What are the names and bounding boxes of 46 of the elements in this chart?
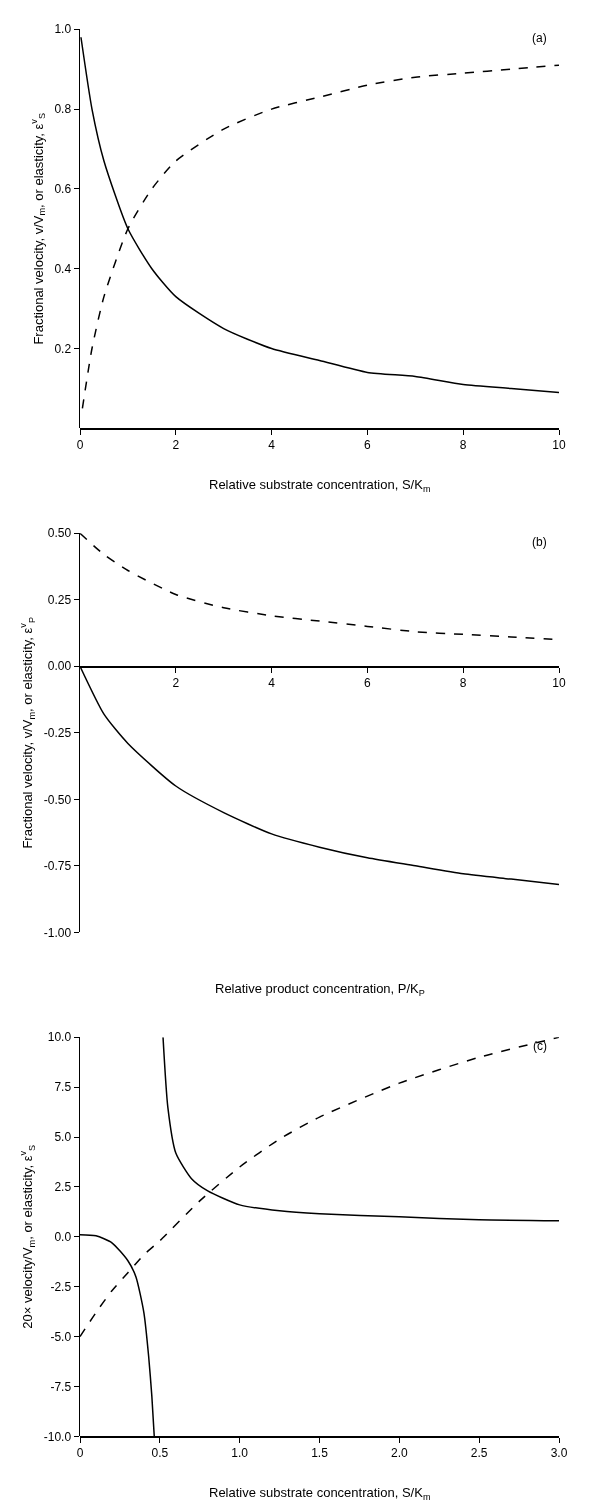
x-tick-label: 2.0 [390, 1446, 408, 1461]
y-tick-label: 0.25 [47, 592, 72, 607]
x-tick-label: 6 [364, 676, 372, 691]
x-tick-label: 2 [172, 438, 180, 453]
x-tick-label: 6 [364, 438, 372, 453]
annotation: (b) [532, 535, 547, 549]
x-tick-label: 1.5 [311, 1446, 329, 1461]
y-tick-label: -7.5 [50, 1379, 72, 1394]
x-axis-title: Relative product concentration, P/K$_{P}$ [215, 981, 425, 998]
x-tick-label: 8 [459, 438, 467, 453]
x-tick-label: 10 [552, 438, 566, 453]
y-tick-label: 5.0 [54, 1130, 72, 1145]
y-tick-label: 0.0 [54, 1230, 72, 1244]
y-tick-label: -0.75 [43, 859, 72, 874]
y-tick-label: 0.50 [47, 526, 72, 541]
y-tick-label: -0.50 [43, 792, 72, 807]
y-tick-label: 0.2 [54, 341, 72, 356]
x-tick-label: 2 [172, 676, 180, 691]
x-tick-label: 2.5 [470, 1446, 488, 1461]
x-axis-title: Relative substrate concentration, S/K$_{m}$ [209, 1485, 431, 1502]
y-tick-label: 0.4 [54, 261, 72, 276]
y-tick-label: 7.5 [54, 1080, 72, 1095]
x-tick-label: 1.0 [231, 1446, 249, 1461]
y-tick-label: 1.0 [54, 22, 72, 37]
annotation: (c) [533, 1039, 547, 1053]
y-tick-label: 0.6 [54, 182, 72, 197]
y-tick-label: 2.5 [54, 1180, 72, 1195]
annotation: (a) [532, 31, 547, 45]
x-tick-label: 3.0 [550, 1446, 568, 1461]
x-tick-label: 0.5 [151, 1446, 169, 1461]
y-tick-label: -0.25 [43, 726, 72, 740]
x-tick-label: 8 [459, 676, 467, 691]
y-tick-label: 0.00 [47, 659, 72, 674]
y-tick-label: 10.0 [47, 1030, 72, 1045]
y-tick-label: 0.8 [54, 102, 72, 117]
x-tick-label: 10 [552, 676, 566, 691]
line-series [162, 1037, 559, 1222]
x-axis-title: Relative substrate concentration, S/K$_{m}$ [209, 477, 431, 494]
x-tick-label: 0 [76, 438, 84, 453]
x-tick-label: 4 [268, 438, 276, 453]
x-tick-label: 4 [268, 676, 276, 691]
y-tick-label: -1.00 [43, 925, 72, 940]
y-tick-label: -5.0 [50, 1329, 72, 1344]
y-tick-label: -2.5 [50, 1279, 72, 1294]
y-tick-label: -10.0 [43, 1429, 72, 1444]
x-tick-label: 0 [76, 1446, 84, 1461]
